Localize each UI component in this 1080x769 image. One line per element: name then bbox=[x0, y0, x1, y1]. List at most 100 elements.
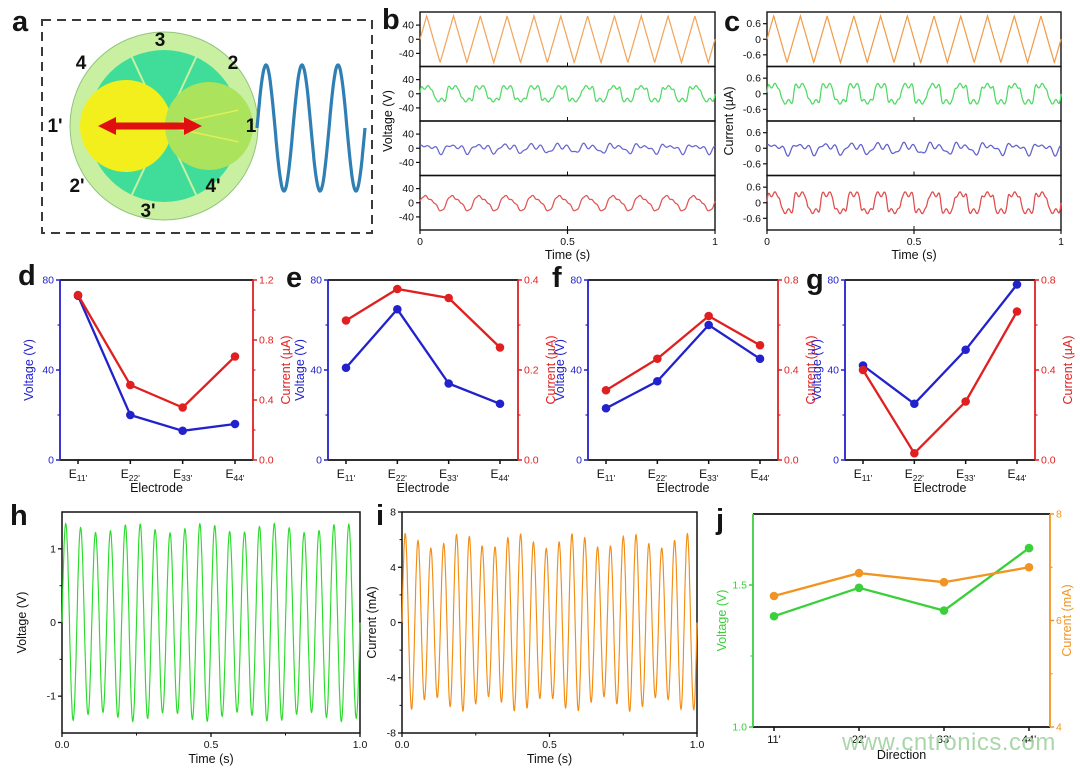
svg-text:Voltage (V): Voltage (V) bbox=[22, 339, 36, 401]
trace bbox=[766, 82, 1062, 105]
svg-text:80: 80 bbox=[310, 275, 322, 287]
svg-text:0.0: 0.0 bbox=[55, 739, 70, 751]
svg-text:E22': E22' bbox=[121, 467, 140, 483]
panel-b-plot: 40 0 -40 40 0 -40 40 0 -40 40 0 -40 0 0.5 1 Time (s) Vol… bbox=[381, 11, 718, 262]
svg-text:40: 40 bbox=[402, 20, 414, 32]
svg-text:0: 0 bbox=[408, 88, 414, 100]
svg-text:1.0: 1.0 bbox=[732, 722, 747, 734]
svg-text:E44': E44' bbox=[750, 467, 769, 483]
svg-text:0.8: 0.8 bbox=[259, 335, 274, 347]
svg-text:E11': E11' bbox=[69, 467, 88, 483]
panel-f-plot: 0 40 80 0.0 0.4 0.8 E11' E22' E33' E44' Electrode V… bbox=[553, 275, 818, 496]
svg-text:22': 22' bbox=[852, 734, 866, 746]
current-series bbox=[77, 294, 236, 409]
panel-a-schematic: 3 2 1 4' 3' 2' 1' 4 bbox=[41, 19, 373, 234]
trace bbox=[401, 532, 698, 713]
panel-f-letter: f bbox=[552, 262, 562, 294]
panel-c-plot: 0.60-0.60.60-0.60.60-0.60.60-0.60 0.5 1Tim… bbox=[722, 11, 1064, 262]
svg-text:2': 2' bbox=[69, 176, 84, 197]
svg-text:1.0: 1.0 bbox=[690, 739, 705, 751]
panel-d-letter: d bbox=[18, 260, 36, 292]
svg-text:1: 1 bbox=[246, 116, 257, 137]
svg-text:4: 4 bbox=[1056, 722, 1062, 734]
svg-text:40: 40 bbox=[402, 74, 414, 86]
svg-text:Current (µA): Current (µA) bbox=[722, 86, 736, 155]
svg-text:44': 44' bbox=[1022, 734, 1036, 746]
svg-text:0.5: 0.5 bbox=[907, 236, 922, 248]
svg-text:2: 2 bbox=[228, 53, 239, 74]
svg-text:0.8: 0.8 bbox=[1041, 275, 1056, 287]
arrow-head-right bbox=[184, 117, 202, 135]
svg-text:Time (s): Time (s) bbox=[527, 752, 572, 766]
svg-text:1': 1' bbox=[47, 116, 62, 137]
svg-text:40: 40 bbox=[42, 365, 54, 377]
trace bbox=[766, 191, 1062, 215]
svg-text:0.5: 0.5 bbox=[560, 236, 575, 248]
svg-text:-0.6: -0.6 bbox=[743, 213, 761, 225]
svg-text:Electrode: Electrode bbox=[914, 481, 967, 495]
svg-text:0: 0 bbox=[833, 455, 839, 467]
trace bbox=[766, 13, 1062, 65]
voltage-series bbox=[862, 283, 1018, 406]
current-series bbox=[773, 566, 1030, 598]
voltage-series bbox=[605, 323, 761, 410]
svg-text:0: 0 bbox=[316, 455, 322, 467]
panel-i-plot: -8 -4 0 4 8 0.0 0.5 1.0 Time (s) Current (mA) bbox=[365, 507, 704, 767]
svg-text:Voltage (V): Voltage (V) bbox=[553, 339, 567, 401]
trace bbox=[766, 141, 1062, 157]
svg-text:E33': E33' bbox=[439, 467, 458, 483]
panel-e-letter: e bbox=[286, 262, 303, 294]
svg-text:Time (s): Time (s) bbox=[545, 248, 590, 262]
svg-text:0: 0 bbox=[390, 617, 396, 629]
overlap-disk bbox=[165, 82, 253, 170]
svg-text:1.0: 1.0 bbox=[353, 739, 368, 751]
svg-text:40: 40 bbox=[570, 365, 582, 377]
dashed-border bbox=[41, 19, 373, 234]
svg-text:0: 0 bbox=[755, 88, 761, 100]
svg-text:4': 4' bbox=[205, 176, 220, 197]
svg-text:Voltage (V): Voltage (V) bbox=[810, 339, 824, 401]
svg-text:0: 0 bbox=[755, 197, 761, 209]
svg-text:E33': E33' bbox=[173, 467, 192, 483]
svg-text:0.6: 0.6 bbox=[746, 73, 761, 85]
svg-text:3: 3 bbox=[155, 30, 166, 51]
svg-text:-8: -8 bbox=[387, 728, 396, 740]
svg-text:Electrode: Electrode bbox=[397, 481, 450, 495]
svg-text:Current (µA): Current (µA) bbox=[1061, 335, 1075, 404]
panel-g-plot: 0 40 80 0.0 0.4 0.8 E11' E22' E33' E44' Electrode V… bbox=[810, 275, 1075, 496]
svg-text:80: 80 bbox=[827, 275, 839, 287]
svg-text:80: 80 bbox=[570, 275, 582, 287]
svg-text:-0.6: -0.6 bbox=[743, 49, 761, 61]
svg-text:0.0: 0.0 bbox=[784, 455, 799, 467]
panel-h-plot: -1 0 1 0.0 0.5 1.0 Time (s) Voltage (V) bbox=[15, 511, 368, 766]
panel-c-letter: c bbox=[724, 6, 741, 38]
svg-text:0.6: 0.6 bbox=[746, 182, 761, 194]
svg-text:0.2: 0.2 bbox=[524, 365, 539, 377]
svg-text:Current (mA): Current (mA) bbox=[365, 586, 379, 658]
svg-text:0.5: 0.5 bbox=[542, 739, 557, 751]
svg-text:E44': E44' bbox=[1007, 467, 1026, 483]
svg-text:-1: -1 bbox=[47, 691, 56, 703]
svg-text:3': 3' bbox=[140, 201, 155, 222]
svg-text:0.4: 0.4 bbox=[524, 275, 539, 287]
svg-text:Current (µA): Current (µA) bbox=[279, 335, 293, 404]
panel-e-plot: 0 40 80 0.0 0.2 0.4 E11' E22' E33' E44' Electrode V… bbox=[293, 275, 558, 496]
svg-text:E33': E33' bbox=[956, 467, 975, 483]
svg-text:1: 1 bbox=[712, 236, 718, 248]
current-series bbox=[862, 310, 1018, 456]
svg-text:E22': E22' bbox=[388, 467, 407, 483]
svg-text:E22': E22' bbox=[905, 467, 924, 483]
svg-text:1: 1 bbox=[1058, 236, 1064, 248]
panel-h-letter: h bbox=[10, 500, 28, 532]
svg-text:-0.6: -0.6 bbox=[743, 158, 761, 170]
svg-text:Electrode: Electrode bbox=[130, 481, 183, 495]
svg-text:E11': E11' bbox=[597, 467, 616, 483]
svg-text:E44': E44' bbox=[490, 467, 509, 483]
svg-text:40: 40 bbox=[402, 129, 414, 141]
svg-text:Current (µA): Current (µA) bbox=[544, 335, 558, 404]
svg-text:E11': E11' bbox=[854, 467, 873, 483]
panel-b-letter: b bbox=[382, 4, 400, 36]
trace bbox=[419, 13, 716, 66]
sine-wave-icon bbox=[255, 63, 367, 193]
